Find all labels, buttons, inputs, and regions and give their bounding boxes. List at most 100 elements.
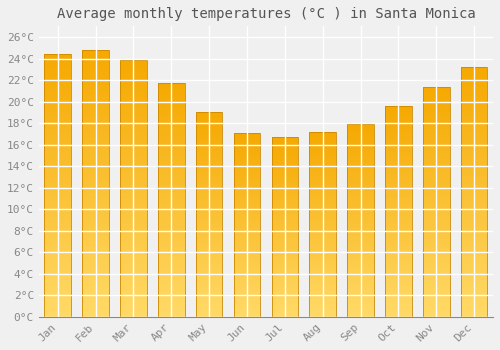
Bar [461,284,487,287]
Bar [82,272,109,274]
Bar [461,127,487,130]
Bar [44,122,71,125]
Bar [348,274,374,277]
Bar [158,111,184,114]
Bar [82,245,109,247]
Bar [348,186,374,188]
Bar [120,268,146,271]
Bar [423,153,450,156]
Bar [234,276,260,278]
Bar [158,289,184,291]
Bar [234,206,260,208]
Bar [82,178,109,181]
Bar [82,239,109,242]
Bar [196,247,222,249]
Bar [348,313,374,315]
Bar [82,117,109,119]
Bar [82,226,109,229]
Bar [348,301,374,303]
Bar [385,275,411,277]
Bar [310,163,336,165]
Bar [348,223,374,224]
Bar [82,269,109,272]
Bar [385,106,411,317]
Bar [272,193,298,195]
Bar [82,61,109,63]
Bar [348,232,374,234]
Bar [196,135,222,137]
Bar [272,225,298,227]
Bar [234,274,260,276]
Bar [82,231,109,234]
Bar [272,223,298,225]
Bar [44,167,71,170]
Bar [44,238,71,241]
Bar [348,288,374,290]
Bar [385,190,411,192]
Bar [272,245,298,247]
Bar [82,258,109,261]
Bar [310,145,336,147]
Bar [234,199,260,201]
Bar [461,215,487,217]
Bar [310,261,336,263]
Bar [461,102,487,105]
Bar [234,306,260,308]
Bar [348,247,374,250]
Bar [348,190,374,191]
Bar [196,294,222,296]
Bar [423,255,450,257]
Bar [348,259,374,261]
Bar [348,138,374,140]
Bar [310,137,336,139]
Bar [120,299,146,301]
Bar [234,184,260,186]
Bar [44,241,71,243]
Bar [158,272,184,275]
Bar [82,130,109,133]
Bar [82,77,109,79]
Bar [120,67,146,70]
Bar [423,188,450,190]
Bar [461,77,487,80]
Bar [82,298,109,301]
Bar [120,284,146,286]
Bar [234,210,260,212]
Bar [234,157,260,159]
Bar [196,264,222,266]
Bar [423,261,450,264]
Bar [234,264,260,265]
Bar [461,192,487,195]
Bar [158,95,184,97]
Bar [234,286,260,287]
Bar [385,193,411,195]
Bar [44,251,71,254]
Bar [272,247,298,248]
Bar [461,302,487,304]
Bar [196,209,222,210]
Bar [461,157,487,160]
Bar [385,209,411,211]
Bar [82,114,109,117]
Bar [44,314,71,317]
Bar [272,229,298,231]
Bar [348,294,374,296]
Bar [423,227,450,229]
Bar [310,202,336,204]
Bar [272,184,298,186]
Bar [310,135,336,137]
Bar [423,301,450,303]
Bar [82,301,109,303]
Bar [158,247,184,249]
Bar [82,93,109,95]
Bar [272,285,298,286]
Bar [44,283,71,285]
Bar [461,177,487,180]
Bar [310,306,336,308]
Bar [234,204,260,206]
Bar [423,202,450,204]
Bar [423,282,450,285]
Bar [196,196,222,198]
Bar [385,287,411,289]
Bar [158,244,184,247]
